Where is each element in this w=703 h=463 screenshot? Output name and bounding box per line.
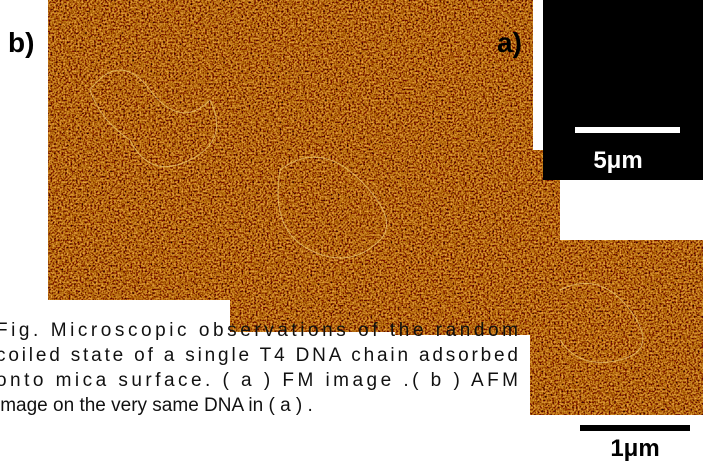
scale-label: 5μm (593, 147, 642, 174)
panel-label: a) (497, 27, 522, 58)
caption-line: coiled state of a single T4 DNA chain ad… (0, 345, 518, 366)
scale-label: 1μm (610, 435, 659, 462)
caption: Fig. Microscopic observations of the ran… (0, 320, 518, 416)
figure: 5μm 1μm b) a) Fig. Microscopic observati… (0, 0, 703, 463)
scale-bar (575, 127, 680, 133)
scale-bar (580, 425, 690, 431)
caption-line: onto mica surface. ( a ) FM image .( b )… (0, 370, 518, 391)
caption-line: Fig. Microscopic observations of the ran… (0, 320, 518, 341)
caption-line: image on the very same DNA in ( a ) . (0, 395, 313, 416)
panel-label: b) (8, 27, 34, 58)
